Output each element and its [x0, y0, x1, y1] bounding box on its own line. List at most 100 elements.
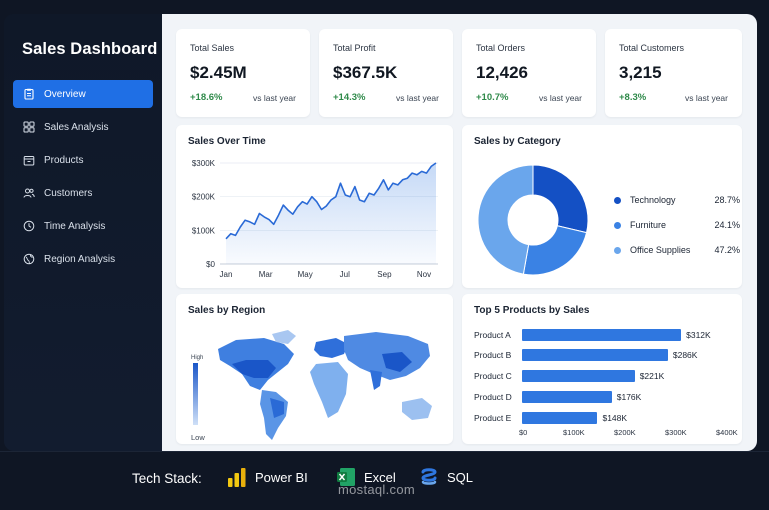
sidebar: Sales Dashboard Overview Sales Analysis … — [4, 14, 162, 451]
region-africa — [310, 362, 348, 418]
pie-slice-furniture — [522, 225, 588, 276]
scale-low-label: Low — [191, 433, 205, 442]
x-tick-label: Jul — [340, 270, 350, 279]
sales-by-category-chart — [477, 164, 589, 276]
bar-value-label: $221K — [639, 371, 665, 382]
area-fill — [226, 163, 436, 264]
kpi-change: +10.7% — [476, 92, 509, 103]
region-greenland — [272, 330, 296, 344]
kpi-card-total-customers: Total Customers 3,215 +8.3% vs last year — [605, 29, 742, 117]
legend-swatch — [614, 196, 621, 204]
legend-label: Technology — [630, 195, 676, 205]
x-tick-label: $400K — [716, 428, 738, 437]
bar-row: Product B $286K — [474, 349, 744, 362]
bar-category-label: Product D — [474, 391, 512, 402]
watermark: mostaql.com — [338, 482, 415, 497]
tech-item-excel: Excel — [336, 466, 396, 488]
legend-swatch — [614, 221, 621, 229]
color-scale-bar — [193, 363, 198, 425]
legend-value: 47.2% — [714, 245, 740, 255]
users-icon — [23, 187, 35, 199]
legend-item-technology: Technology 28.7% — [614, 195, 740, 205]
kpi-comparison: vs last year — [685, 93, 728, 103]
sidebar-item-label: Products — [44, 154, 84, 166]
clipboard-icon — [23, 88, 35, 100]
x-tick-label: Nov — [417, 270, 431, 279]
kpi-comparison: vs last year — [539, 93, 582, 103]
kpi-change: +14.3% — [333, 92, 366, 103]
excel-icon — [337, 468, 355, 486]
kpi-title: Total Profit — [333, 43, 376, 53]
x-tick-label: Mar — [259, 270, 273, 279]
kpi-comparison: vs last year — [396, 93, 439, 103]
sidebar-item-label: Time Analysis — [44, 220, 106, 232]
card-title: Sales by Region — [188, 305, 266, 316]
y-tick-label: $300K — [192, 159, 216, 168]
tech-label: Power BI — [255, 469, 308, 485]
sales-over-time-card: Sales Over Time $0 $100K $200K $300K Jan Mar M… — [176, 125, 453, 288]
sales-by-region-card: Sales by Region — [176, 294, 453, 444]
region-united-states — [232, 360, 276, 378]
region-brazil — [270, 398, 284, 418]
sidebar-item-label: Region Analysis — [44, 253, 116, 265]
kpi-value: 12,426 — [476, 63, 528, 82]
sidebar-item-label: Overview — [44, 88, 86, 100]
bar-category-label: Product E — [474, 412, 512, 423]
legend-label: Furniture — [630, 220, 667, 230]
kpi-value: $367.5K — [333, 63, 398, 82]
power-bi-icon — [228, 468, 246, 487]
bar — [522, 328, 682, 341]
kpi-title: Total Sales — [190, 43, 235, 53]
legend-label: Office Supplies — [630, 245, 691, 255]
x-tick-label: $0 — [519, 428, 528, 437]
x-tick-label: $300K — [665, 428, 687, 437]
y-tick-label: $0 — [206, 260, 215, 269]
x-tick-label: Jan — [220, 270, 233, 279]
bar — [522, 411, 598, 424]
bar-row: Product C $221K — [474, 370, 744, 383]
kpi-card-total-profit: Total Profit $367.5K +14.3% vs last year — [319, 29, 453, 117]
bar-value-label: $148K — [602, 412, 628, 423]
sales-over-time-chart: $0 $100K $200K $300K Jan Mar May Jul Sep Nov — [192, 159, 438, 279]
kpi-change: +8.3% — [619, 92, 647, 103]
series-line — [225, 162, 437, 240]
sidebar-item-products[interactable]: Products — [13, 146, 153, 174]
card-title: Top 5 Products by Sales — [474, 305, 590, 316]
bar-value-label: $176K — [616, 391, 642, 402]
footer: Tech Stack: Power BI Excel SQL mostaql.c… — [0, 451, 769, 510]
bar-row: Product E $148K — [474, 411, 744, 424]
kpi-value: 3,215 — [619, 63, 662, 82]
app-title: Sales Dashboard — [22, 40, 158, 58]
bar-value-label: $286K — [672, 350, 698, 361]
x-tick-label: $100K — [563, 428, 585, 437]
kpi-change: +18.6% — [190, 92, 223, 103]
box-icon — [23, 154, 35, 166]
sidebar-item-overview[interactable]: Overview — [13, 80, 153, 108]
grid-icon — [23, 121, 35, 133]
card-title: Sales by Category — [474, 136, 561, 147]
tech-stack-title: Tech Stack: — [132, 471, 202, 486]
y-tick-label: $200K — [192, 193, 216, 202]
legend-swatch — [614, 246, 621, 254]
sidebar-nav: Overview Sales Analysis Products Custome… — [13, 80, 153, 278]
region-india — [370, 370, 382, 390]
legend-item-office-supplies: Office Supplies 47.2% — [614, 245, 740, 255]
pie-slice-technology — [532, 164, 589, 234]
sidebar-item-region-analysis[interactable]: Region Analysis — [13, 245, 153, 273]
world-map: High Low — [191, 330, 432, 442]
x-tick-label: Sep — [377, 270, 392, 279]
card-title: Sales Over Time — [188, 136, 266, 147]
bar-category-label: Product C — [474, 371, 512, 382]
sidebar-item-sales-analysis[interactable]: Sales Analysis — [13, 113, 153, 141]
sidebar-item-customers[interactable]: Customers — [13, 179, 153, 207]
region-australia — [402, 398, 432, 420]
legend-item-furniture: Furniture 24.1% — [614, 220, 740, 230]
kpi-value: $2.45M — [190, 63, 247, 82]
kpi-title: Total Orders — [476, 43, 526, 53]
clock-icon — [23, 220, 35, 232]
sidebar-item-time-analysis[interactable]: Time Analysis — [13, 212, 153, 240]
pie-slice-office-supplies — [477, 164, 534, 275]
sidebar-item-label: Customers — [44, 187, 93, 199]
globe-icon — [23, 253, 35, 265]
legend-value: 28.7% — [714, 195, 740, 205]
